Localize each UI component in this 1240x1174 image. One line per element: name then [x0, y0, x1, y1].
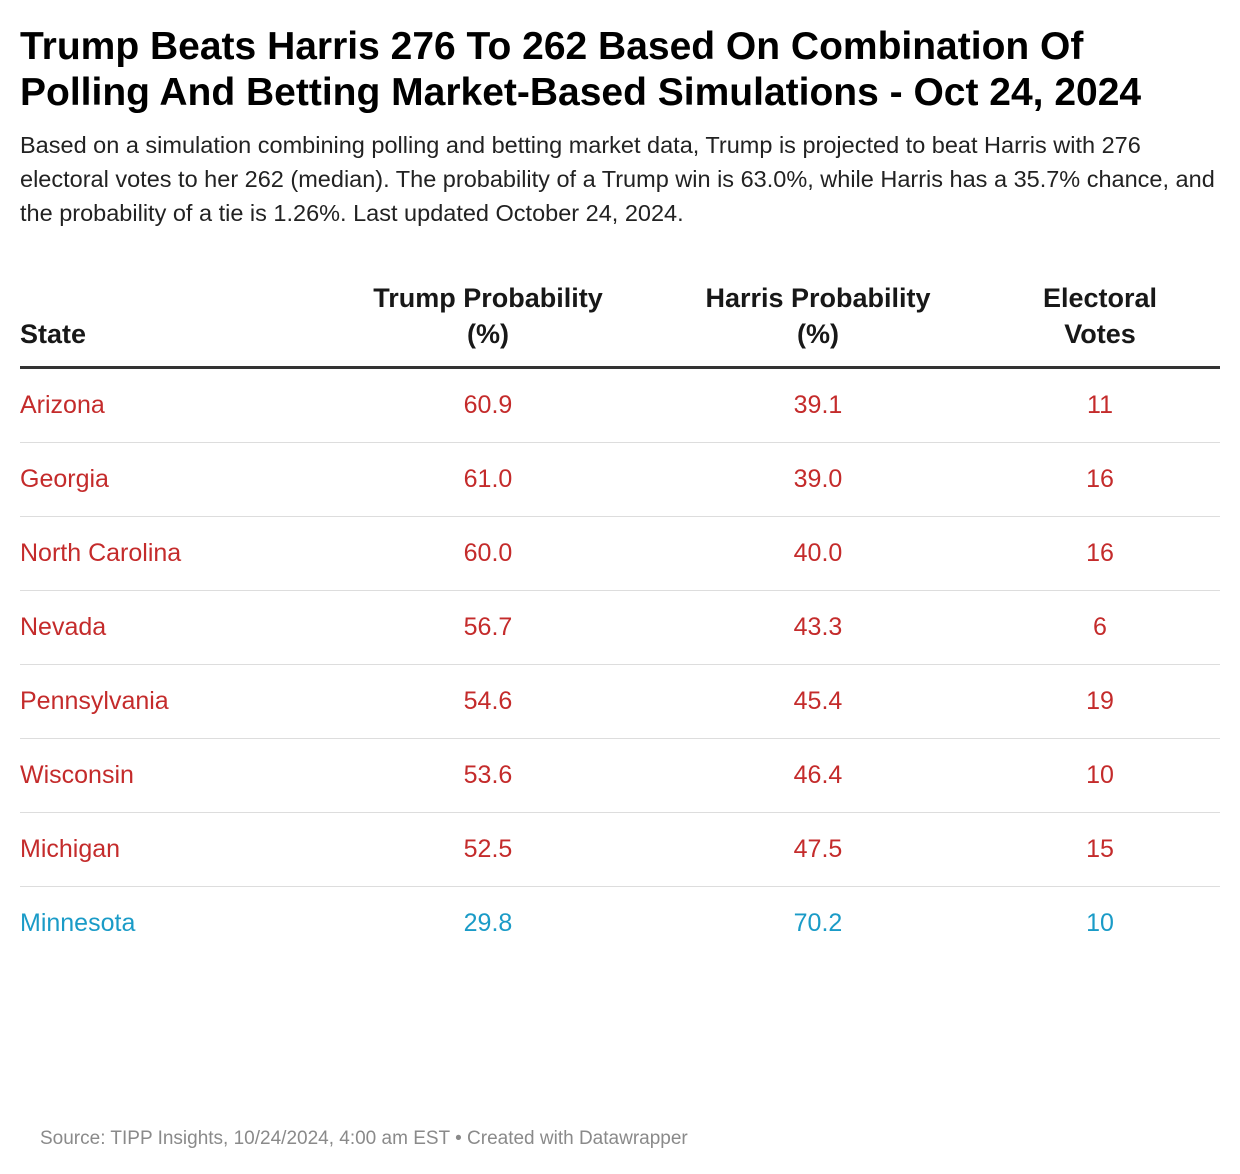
table-row: North Carolina 60.0 40.0 16	[20, 516, 1220, 591]
table-row: Nevada 56.7 43.3 6	[20, 590, 1220, 665]
chart-container: Trump Beats Harris 276 To 262 Based On C…	[20, 24, 1220, 1149]
source-footer: Source: TIPP Insights, 10/24/2024, 4:00 …	[40, 1128, 688, 1149]
cell-state: North Carolina	[20, 516, 320, 591]
cell-harris-probability: 70.2	[793, 909, 843, 937]
cell-state: Pennsylvania	[20, 664, 320, 739]
cell-trump-probability: 53.6	[320, 738, 656, 813]
cell-trump-probability: 61.0	[320, 442, 656, 517]
cell-harris-probability: 43.3	[656, 590, 980, 665]
column-header-harris-line2: (%)	[797, 319, 839, 349]
column-header-electoral-votes[interactable]: Electoral Votes	[980, 280, 1220, 369]
chart-title: Trump Beats Harris 276 To 262 Based On C…	[20, 25, 1142, 114]
cell-electoral-votes: 11	[980, 367, 1220, 443]
cell-state: Wisconsin	[20, 738, 320, 813]
column-header-harris-probability[interactable]: Harris Probability (%)	[656, 280, 980, 369]
column-header-trump-line1: Trump Probability	[373, 283, 603, 313]
column-header-trump-probability[interactable]: Trump Probability (%)	[320, 280, 656, 369]
cell-trump-probability: 54.6	[320, 664, 656, 739]
table-row: Wisconsin 53.6 46.4 10	[20, 738, 1220, 813]
table-row: Pennsylvania 54.6 45.4 19	[20, 664, 1220, 739]
column-header-state[interactable]: State	[20, 280, 320, 369]
table-header: State Trump Probability (%) Harris Proba…	[20, 280, 1220, 369]
cell-state: Nevada	[20, 590, 320, 665]
cell-harris-probability: 47.5	[656, 812, 980, 887]
cell-trump-probability: 29.8	[463, 909, 513, 937]
cell-electoral-votes: 6	[980, 590, 1220, 665]
column-header-trump-line2: (%)	[467, 319, 509, 349]
cell-electoral-votes: 10	[980, 738, 1220, 813]
table-row: Minnesota 29.8 70.2 10	[20, 887, 1220, 961]
cell-electoral-votes: 15	[980, 812, 1220, 887]
cell-trump-probability: 52.5	[320, 812, 656, 887]
column-header-ev-line2: Votes	[1064, 319, 1136, 349]
cell-state: Georgia	[20, 442, 320, 517]
table-row: Arizona 60.9 39.1 11	[20, 367, 1220, 443]
cell-electoral-votes: 16	[980, 516, 1220, 591]
table-body: Arizona 60.9 39.1 11 Georgia 61.0 39.0 16 North …	[20, 367, 1220, 961]
cell-electoral-votes: 16	[980, 442, 1220, 517]
cell-electoral-votes: 19	[980, 664, 1220, 739]
cell-trump-probability: 56.7	[320, 590, 656, 665]
table-row: Georgia 61.0 39.0 16	[20, 442, 1220, 517]
cell-harris-probability: 40.0	[656, 516, 980, 591]
column-header-harris-line1: Harris Probability	[705, 283, 931, 313]
cell-trump-probability: 60.9	[320, 367, 656, 443]
cell-harris-probability: 39.1	[656, 367, 980, 443]
cell-electoral-votes: 10	[1086, 909, 1114, 937]
cell-harris-probability: 45.4	[656, 664, 980, 739]
chart-description: Based on a simulation combining polling …	[20, 132, 1215, 226]
data-table: State Trump Probability (%) Harris Proba…	[20, 280, 1220, 960]
cell-harris-probability: 46.4	[656, 738, 980, 813]
cell-state: Michigan	[20, 812, 320, 887]
cell-harris-probability: 39.0	[656, 442, 980, 517]
table-row: Michigan 52.5 47.5 15	[20, 812, 1220, 887]
column-header-ev-line1: Electoral	[1042, 283, 1158, 313]
cell-state: Minnesota	[20, 909, 136, 937]
cell-state: Arizona	[20, 367, 320, 443]
cell-trump-probability: 60.0	[320, 516, 656, 591]
